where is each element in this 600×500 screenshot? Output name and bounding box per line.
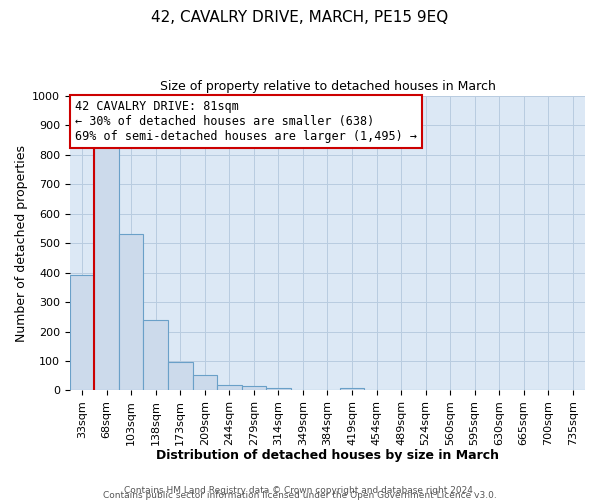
Text: 42 CAVALRY DRIVE: 81sqm
← 30% of detached houses are smaller (638)
69% of semi-d: 42 CAVALRY DRIVE: 81sqm ← 30% of detache… [75,100,417,143]
Bar [70,276,94,390]
Text: Contains HM Land Registry data © Crown copyright and database right 2024.: Contains HM Land Registry data © Crown c… [124,486,476,495]
Bar [168,362,193,390]
Bar [94,146,119,390]
Bar [193,375,217,390]
Text: 42, CAVALRY DRIVE, MARCH, PE15 9EQ: 42, CAVALRY DRIVE, MARCH, PE15 9EQ [151,10,449,25]
Y-axis label: Number of detached properties: Number of detached properties [15,144,28,342]
Bar [266,388,290,390]
Bar [119,234,143,390]
X-axis label: Distribution of detached houses by size in March: Distribution of detached houses by size … [156,450,499,462]
Bar [217,384,242,390]
Text: Contains public sector information licensed under the Open Government Licence v3: Contains public sector information licen… [103,490,497,500]
Bar [143,320,168,390]
Bar [340,388,364,390]
Bar [242,386,266,390]
Title: Size of property relative to detached houses in March: Size of property relative to detached ho… [160,80,496,93]
